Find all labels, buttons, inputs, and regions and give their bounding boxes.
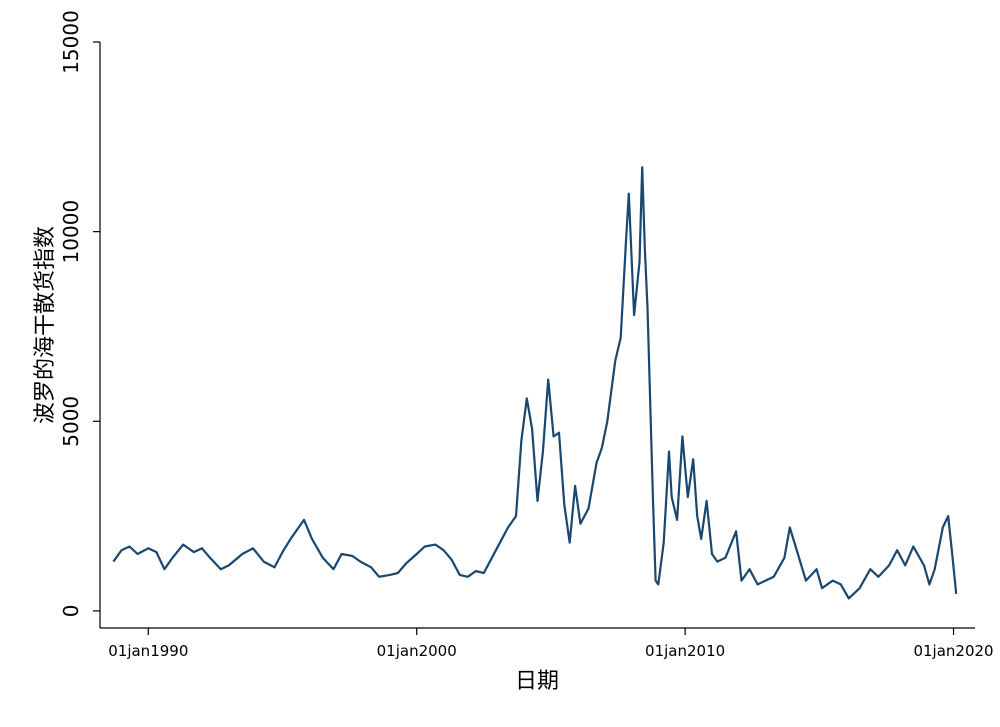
x-tick-label: 01jan2020 [913, 642, 993, 660]
x-tick-label: 01jan1990 [108, 642, 188, 660]
y-axis-title: 波罗的海干散货指数 [33, 226, 58, 424]
y-tick-label: 0 [59, 605, 83, 618]
x-tick-label: 01jan2000 [377, 642, 457, 660]
y-tick-label: 10000 [59, 200, 83, 264]
data-line [112, 166, 958, 600]
x-tick-label: 01jan2010 [645, 642, 725, 660]
x-axis-title: 日期 [515, 669, 559, 694]
y-tick-label: 5000 [59, 396, 83, 447]
y-tick-label: 15000 [59, 10, 83, 74]
